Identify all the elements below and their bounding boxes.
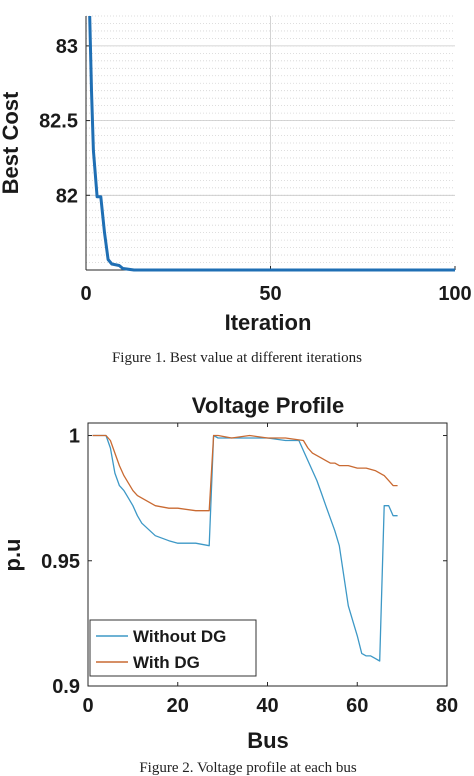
series-line-with-dg [92, 434, 398, 512]
best-cost-chart: 82 82.5 83 0 50 100 Best Cost Iteration Figur… [0, 15, 472, 366]
y-tick-label: 1 [69, 426, 80, 448]
y-tick-label: 0.95 [41, 551, 80, 573]
x-tick-label: 40 [256, 695, 278, 717]
legend-label-with-dg: With DG [133, 653, 200, 672]
legend-box [89, 619, 257, 677]
x-tick-label: 0 [80, 283, 91, 305]
chart2-tick-labels: 0.9 0.95 1 0 20 40 60 80 [41, 423, 458, 717]
y-tick-label: 83 [56, 36, 78, 58]
series-line-without-dg [92, 434, 398, 662]
x-tick-label: 60 [346, 695, 368, 717]
y-tick-label: 82 [56, 185, 78, 207]
x-tick-label: 20 [167, 695, 189, 717]
chart1-y-axis-label: Best Cost [0, 91, 23, 194]
chart2-y-axis-label: p.u [0, 539, 25, 572]
chart2-caption: Figure 2. Voltage profile at each bus [139, 760, 356, 776]
legend-label-without-dg: Without DG [133, 627, 226, 646]
voltage-profile-chart: Voltage Profile 0.9 0.95 1 0 20 40 60 80 Withou… [0, 393, 458, 776]
x-tick-label: 50 [259, 283, 281, 305]
chart2-series [92, 434, 398, 662]
y-tick-label: 0.9 [52, 676, 80, 698]
chart1-grid [86, 15, 455, 270]
y-tick-label: 82.5 [39, 111, 78, 133]
chart2-title: Voltage Profile [192, 393, 344, 418]
chart1-series [88, 15, 455, 272]
x-tick-label: 100 [438, 283, 471, 305]
chart2-legend: Without DG With DG [89, 619, 257, 677]
chart1-x-axis-label: Iteration [225, 310, 312, 335]
chart1-tick-labels: 82 82.5 83 0 50 100 [39, 36, 472, 305]
chart2-x-axis-label: Bus [247, 728, 289, 753]
x-tick-label: 80 [436, 695, 458, 717]
x-tick-label: 0 [82, 695, 93, 717]
best-cost-line [88, 15, 455, 272]
chart1-caption: Figure 1. Best value at different iterat… [112, 350, 362, 366]
